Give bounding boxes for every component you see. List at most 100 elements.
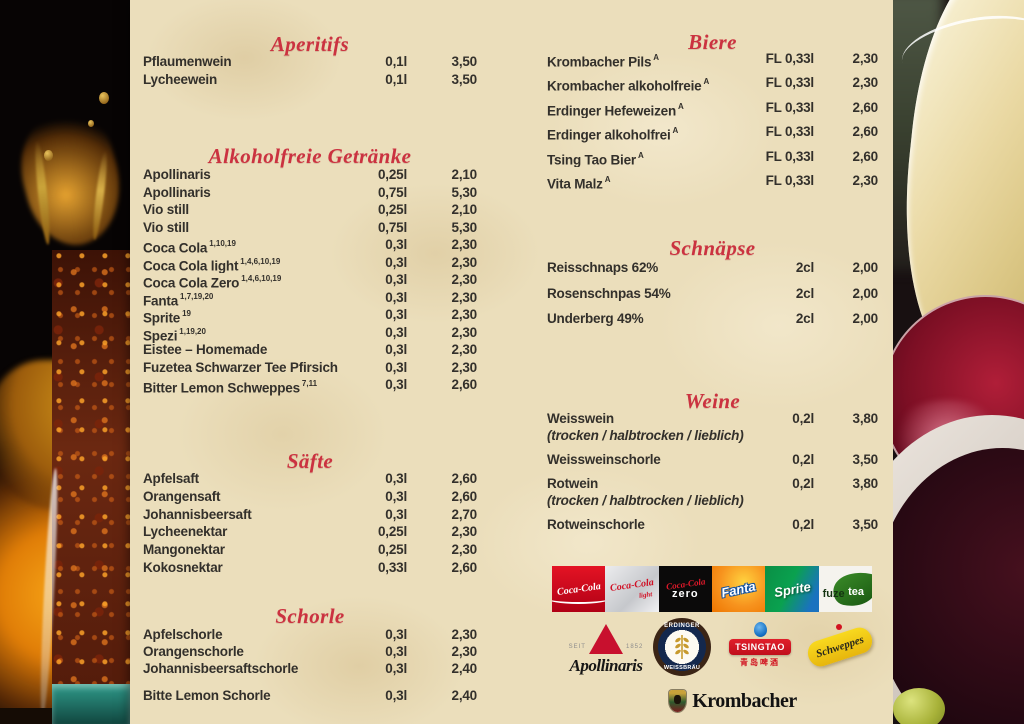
schweppes-ribbon: Schweppes — [804, 624, 876, 670]
item-name: Orangensaft — [143, 488, 221, 504]
menu-item-row: Bitte Lemon Schorle 0,3l 2,40 — [143, 688, 477, 705]
item-list: Weisswein 0,2l 3,80 (trocken / halbtrocken … — [547, 411, 878, 541]
menu-item: Bitter Lemon Schweppes 7,11 0,3l 2,60 — [143, 377, 477, 395]
menu-item: Vita Malz A FL 0,33l 2,30 — [547, 173, 878, 197]
item-note: (trocken / halbtrocken / lieblich) — [547, 493, 744, 508]
item-footnote: A — [678, 101, 684, 111]
menu-item: Apfelsaft 0,3l 2,60 — [143, 471, 477, 489]
item-name: Tsing Tao Bier A — [547, 150, 644, 168]
item-footnote: A — [604, 174, 611, 184]
item-price: 2,30 — [852, 51, 879, 66]
table-surface — [0, 708, 52, 724]
item-volume: FL 0,33l — [765, 99, 815, 115]
item-volume: 0,3l — [385, 307, 407, 322]
coca-cola-light-logo: Coca-Cola light — [605, 566, 659, 612]
brand-logo-strip: Coca-Cola Coca-Cola light Coca-Cola zero… — [552, 566, 872, 612]
menu-column-right: Biere Krombacher Pils A FL 0,33l 2,30 Krombac… — [547, 0, 878, 724]
apollinaris-seit-label: SEIT — [568, 644, 586, 650]
menu-item-row: Apollinaris 0,75l 5,30 — [143, 185, 477, 203]
item-volume: 0,3l — [385, 688, 407, 704]
menu-item: Rotwein 0,2l 3,80 (trocken / halbtrocken / … — [547, 476, 878, 510]
item-price: 5,30 — [451, 219, 478, 235]
menu-item-row: Coca Cola light 1,4,6,10,19 0,3l 2,30 — [143, 255, 477, 273]
item-volume: 0,2l — [792, 452, 814, 467]
item-volume: 2cl — [795, 311, 814, 326]
item-price: 3,50 — [852, 452, 879, 467]
weissbraeu-label: WEISSBRÄU — [663, 665, 701, 671]
item-price: 2,60 — [852, 124, 879, 140]
item-name: Krombacher alkoholfreie A — [547, 77, 710, 94]
menu-item: Weisswein 0,2l 3,80 (trocken / halbtrocken … — [547, 411, 878, 445]
item-price: 2,00 — [852, 311, 879, 326]
item-price: 2,30 — [451, 307, 478, 322]
glass-base — [52, 684, 130, 724]
menu-item-row: Lycheenektar 0,25l 2,30 — [143, 524, 477, 542]
apollinaris-year-label: 1852 — [625, 644, 644, 650]
item-name: Apfelschorle — [143, 627, 223, 642]
item-name: Coca Cola 1,10,19 — [143, 239, 236, 256]
item-volume: 0,33l — [377, 559, 407, 575]
item-volume: 0,25l — [377, 202, 407, 217]
tsingtao-drop-icon — [753, 622, 767, 637]
menu-item-row: Orangenschorle 0,3l 2,30 — [143, 644, 477, 661]
menu-item-row: Krombacher Pils A FL 0,33l 2,30 — [547, 51, 878, 75]
item-name: Johannisbeersaftschorle — [143, 660, 299, 676]
item-volume: 0,3l — [385, 488, 407, 504]
menu-item-row: Weissweinschorle 0,2l 3,50 — [547, 452, 878, 469]
item-name: Apollinaris — [143, 167, 211, 182]
coca-cola-logo: Coca-Cola — [552, 566, 606, 612]
item-price: 2,30 — [451, 524, 478, 540]
item-name: Vita Malz A — [547, 174, 611, 192]
item-list: Pflaumenwein 0,1l 3,50 Lycheewein 0,1l 3,50 — [143, 54, 477, 89]
item-name: Fanta 1,7,19,20 — [143, 291, 214, 308]
item-name: Weisswein — [547, 411, 614, 426]
menu-item-row: Lycheewein 0,1l 3,50 — [143, 72, 477, 90]
item-volume: 0,3l — [385, 237, 407, 252]
item-price: 2,30 — [852, 172, 879, 188]
item-name: Coca Cola light 1,4,6,10,19 — [143, 256, 281, 273]
item-footnote: A — [672, 126, 679, 136]
menu-panel: Aperitifs Pflaumenwein 0,1l 3,50 Lycheewein 0… — [130, 0, 893, 724]
beverage-photo-left — [0, 0, 130, 724]
item-price: 2,60 — [852, 148, 879, 164]
menu-item: Mangonektar 0,25l 2,30 — [143, 542, 477, 560]
item-volume: 0,75l — [377, 184, 407, 200]
item-name: Orangenschorle — [143, 643, 244, 659]
item-volume: 0,25l — [377, 167, 407, 182]
green-grape — [893, 688, 945, 724]
item-footnote: 1,7,19,20 — [180, 291, 214, 301]
item-price: 2,30 — [451, 342, 478, 357]
menu-item-row: Vio still 0,75l 5,30 — [143, 220, 477, 238]
menu-item-row: Bitter Lemon Schweppes 7,11 0,3l 2,60 — [143, 377, 477, 395]
menu-item: Orangenschorle 0,3l 2,30 — [143, 644, 477, 661]
menu-item-row: Coca Cola 1,10,19 0,3l 2,30 — [143, 237, 477, 255]
item-volume: 0,3l — [385, 471, 407, 486]
item-volume: FL 0,33l — [765, 51, 815, 66]
menu-item-row: Fuzetea Schwarzer Tee Pfirsich 0,3l 2,30 — [143, 360, 477, 378]
wheat-icon — [675, 635, 689, 659]
section-title: Alkoholfreie Getränke — [208, 144, 412, 168]
fuzetea-logo: fuze tea — [818, 566, 872, 612]
item-price: 2,10 — [451, 167, 478, 182]
menu-item-row: Rotwein 0,2l 3,80 — [547, 476, 878, 493]
menu-item-row: Vio still 0,25l 2,10 — [143, 202, 477, 220]
fanta-logo: Fanta — [711, 566, 766, 612]
item-price: 2,10 — [451, 202, 478, 217]
item-volume: 2cl — [795, 285, 814, 301]
tsingtao-chinese-label: 青岛啤酒 — [740, 658, 780, 667]
menu-item-row: Mangonektar 0,25l 2,30 — [143, 542, 477, 560]
zero-sublabel: zero — [672, 588, 699, 600]
item-name: Kokosnektar — [143, 559, 223, 575]
item-price: 2,30 — [451, 289, 478, 305]
item-price: 2,60 — [451, 488, 478, 504]
menu-item: Pflaumenwein 0,1l 3,50 — [143, 54, 477, 72]
krombacher-crest-icon — [669, 690, 687, 712]
item-name: Apollinaris — [143, 184, 211, 200]
apollinaris-triangle-icon — [588, 624, 623, 654]
item-volume: 0,3l — [385, 660, 407, 676]
menu-item-row: Apfelsaft 0,3l 2,60 — [143, 471, 477, 489]
item-list: Apfelsaft 0,3l 2,60 Orangensaft 0,3l 2,60 Joha… — [143, 471, 477, 578]
item-list: Apollinaris 0,25l 2,10 Apollinaris 0,75l 5,30… — [143, 167, 477, 395]
menu-item-row: Krombacher alkoholfreie A FL 0,33l 2,30 — [547, 75, 878, 99]
